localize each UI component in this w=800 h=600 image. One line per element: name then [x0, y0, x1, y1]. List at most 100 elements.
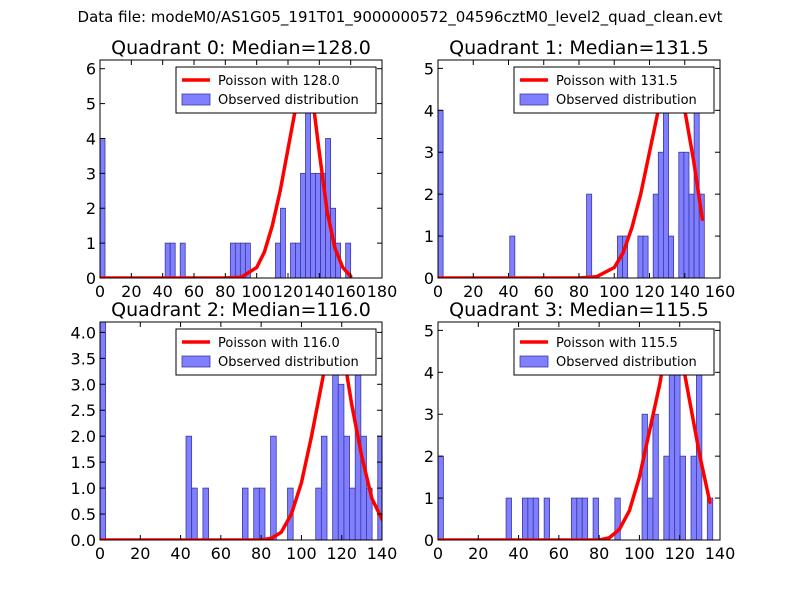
quadrant-0-x-tick-label: 160 — [335, 282, 366, 301]
quadrant-2-bar — [343, 435, 350, 540]
quadrant-1-bar — [586, 193, 593, 278]
quadrant-3-axes-frame — [437, 321, 721, 541]
quadrant-2-bar — [253, 487, 260, 540]
quadrant-0-y-tick-label: 2 — [86, 199, 96, 218]
quadrant-3-y-tick-label: 2 — [424, 447, 434, 466]
quadrant-1-x-tick-label: 20 — [463, 282, 483, 301]
quadrant-0-bar — [239, 242, 246, 278]
quadrant-1-x-tick-label: 120 — [634, 282, 665, 301]
quadrant-1-y-tick-label: 2 — [424, 185, 434, 204]
quadrant-1-bar — [688, 193, 695, 278]
quadrant-0-bar — [310, 172, 316, 278]
quadrant-1-x-tick-label: 40 — [498, 282, 518, 301]
quadrant-1-x-tick-label: 160 — [705, 282, 736, 301]
quadrant-0-x-tick-label: 0 — [95, 282, 105, 301]
quadrant-0-bar — [169, 242, 176, 278]
quadrant-3-bar — [532, 497, 540, 540]
quadrant-0-bar — [164, 242, 171, 278]
quadrant-1-bar — [642, 235, 649, 278]
quadrant-2-x-tick-label: 140 — [367, 544, 398, 563]
quadrant-2-legend: Poisson with 116.0 Observed distribution — [175, 328, 377, 376]
quadrant-3-x-tick-label: 0 — [433, 544, 443, 563]
quadrant-2-y-tick-label: 2.0 — [71, 427, 96, 446]
quadrant-3-x-tick-label: 120 — [664, 544, 695, 563]
quadrant-3-bar — [505, 497, 512, 540]
quadrant-1-bar — [509, 235, 516, 278]
quadrant-2-bar — [202, 487, 209, 540]
quadrant-1-x-tick-label: 140 — [669, 282, 700, 301]
quadrant-1-bar — [683, 151, 690, 278]
quadrant-1-x-tick-label: 0 — [433, 282, 443, 301]
quadrant-2-title: Quadrant 2: Median=116.0 — [111, 299, 371, 321]
quadrant-3-bar — [679, 455, 686, 540]
quadrant-0-x-tick-label: 20 — [121, 282, 141, 301]
quadrant-2-x-tick-label: 80 — [251, 544, 271, 563]
quadrant-2-y-tick-label: 3.0 — [71, 375, 96, 394]
quadrant-3-x-tick-label: 60 — [549, 544, 569, 563]
quadrant-0-y-tick-label: 4 — [86, 129, 96, 148]
quadrant-2-x-tick-label: 120 — [326, 544, 357, 563]
quadrant-0-bar — [179, 242, 186, 278]
quadrant-3-x-tick-label: 100 — [624, 544, 655, 563]
quadrant-3-bar — [614, 497, 621, 540]
quadrant-3-bar — [521, 497, 529, 540]
quadrant-2-bar — [337, 383, 345, 540]
quadrant-3-bar — [652, 413, 659, 540]
quadrant-0-y-tick-label: 5 — [86, 95, 96, 114]
quadrant-3-y-tick-label: 3 — [424, 405, 434, 424]
quadrant-2-y-tick-label: 1.0 — [71, 479, 96, 498]
quadrant-2-bar — [315, 487, 322, 540]
quadrant-3-bar — [592, 497, 599, 540]
quadrant-0-x-tick-label: 120 — [273, 282, 304, 301]
quadrant-3-y-tick-label: 5 — [424, 321, 434, 340]
quadrant-2-x-tick-label: 20 — [130, 544, 150, 563]
quadrant-2-y-tick-label: 2.5 — [71, 401, 96, 420]
quadrant-0-bar — [315, 172, 321, 278]
quadrant-2-legend-observed-label: Observed distribution — [218, 355, 359, 370]
quadrant-0-y-tick-label: 3 — [86, 164, 96, 183]
quadrant-1-bar — [668, 235, 675, 278]
quadrant-1-x-tick-label: 60 — [534, 282, 554, 301]
quadrant-0-x-tick-label: 140 — [304, 282, 335, 301]
quadrant-3-legend-poisson-label: Poisson with 115.5 — [556, 336, 678, 351]
quadrant-3-bar — [706, 497, 714, 540]
quadrant-0-x-tick-label: 100 — [241, 282, 272, 301]
quadrant-0-bar — [280, 207, 286, 278]
quadrant-0-x-tick-label: 180 — [367, 282, 398, 301]
quadrant-3-bar — [576, 497, 583, 540]
quadrant-0-legend-observed-swatch — [181, 93, 211, 106]
quadrant-3-bar — [581, 497, 589, 540]
quadrant-0-y-tick-label: 6 — [86, 60, 96, 79]
quadrant-0-y-tick-label: 0 — [86, 269, 96, 288]
quadrant-1-bar — [657, 151, 664, 278]
quadrant-1-bar — [663, 109, 669, 278]
quadrant-3-y-tick-label: 4 — [424, 363, 434, 382]
quadrant-3-legend: Poisson with 115.5 Observed distribution — [513, 328, 715, 376]
quadrant-3-x-tick-label: 20 — [468, 544, 488, 563]
quadrant-0-chart: 0 20 40 60 80 100 120 140 160 180 0 1 2 3 4 5 6 Quadrant … — [86, 37, 397, 301]
quadrant-0-legend: Poisson with 128.0 Observed distribution — [175, 66, 377, 114]
quadrant-1-y-tick-label: 3 — [424, 143, 434, 162]
quadrant-2-bar — [320, 435, 328, 540]
quadrant-2-bar — [242, 487, 249, 540]
quadrant-3-y-tick-label: 0 — [424, 531, 434, 550]
quadrant-2-bar — [191, 487, 198, 540]
quadrant-0-bar — [275, 242, 281, 278]
quadrant-0-bar — [229, 242, 236, 278]
quadrant-0-legend-poisson-label: Poisson with 128.0 — [218, 74, 340, 89]
quadrant-1-legend-poisson-label: Poisson with 131.5 — [556, 74, 678, 89]
quadrant-3-bar — [570, 497, 578, 540]
quadrant-2-y-tick-label: 4.0 — [71, 323, 96, 342]
quadrant-1-bar — [652, 193, 659, 278]
quadrant-3-bar — [641, 413, 648, 540]
quadrant-3-x-tick-label: 40 — [508, 544, 528, 563]
quadrant-3-bar — [690, 455, 697, 540]
quadrant-2-poisson-line — [100, 330, 382, 540]
quadrant-3-legend-observed-swatch — [519, 355, 549, 368]
quadrant-1-bar — [678, 151, 685, 278]
quadrant-3-legend-observed-label: Observed distribution — [556, 355, 697, 370]
quadrant-3-x-tick-label: 140 — [705, 544, 736, 563]
quadrant-2-bar — [100, 322, 107, 540]
quadrant-2-x-tick-label: 60 — [211, 544, 231, 563]
